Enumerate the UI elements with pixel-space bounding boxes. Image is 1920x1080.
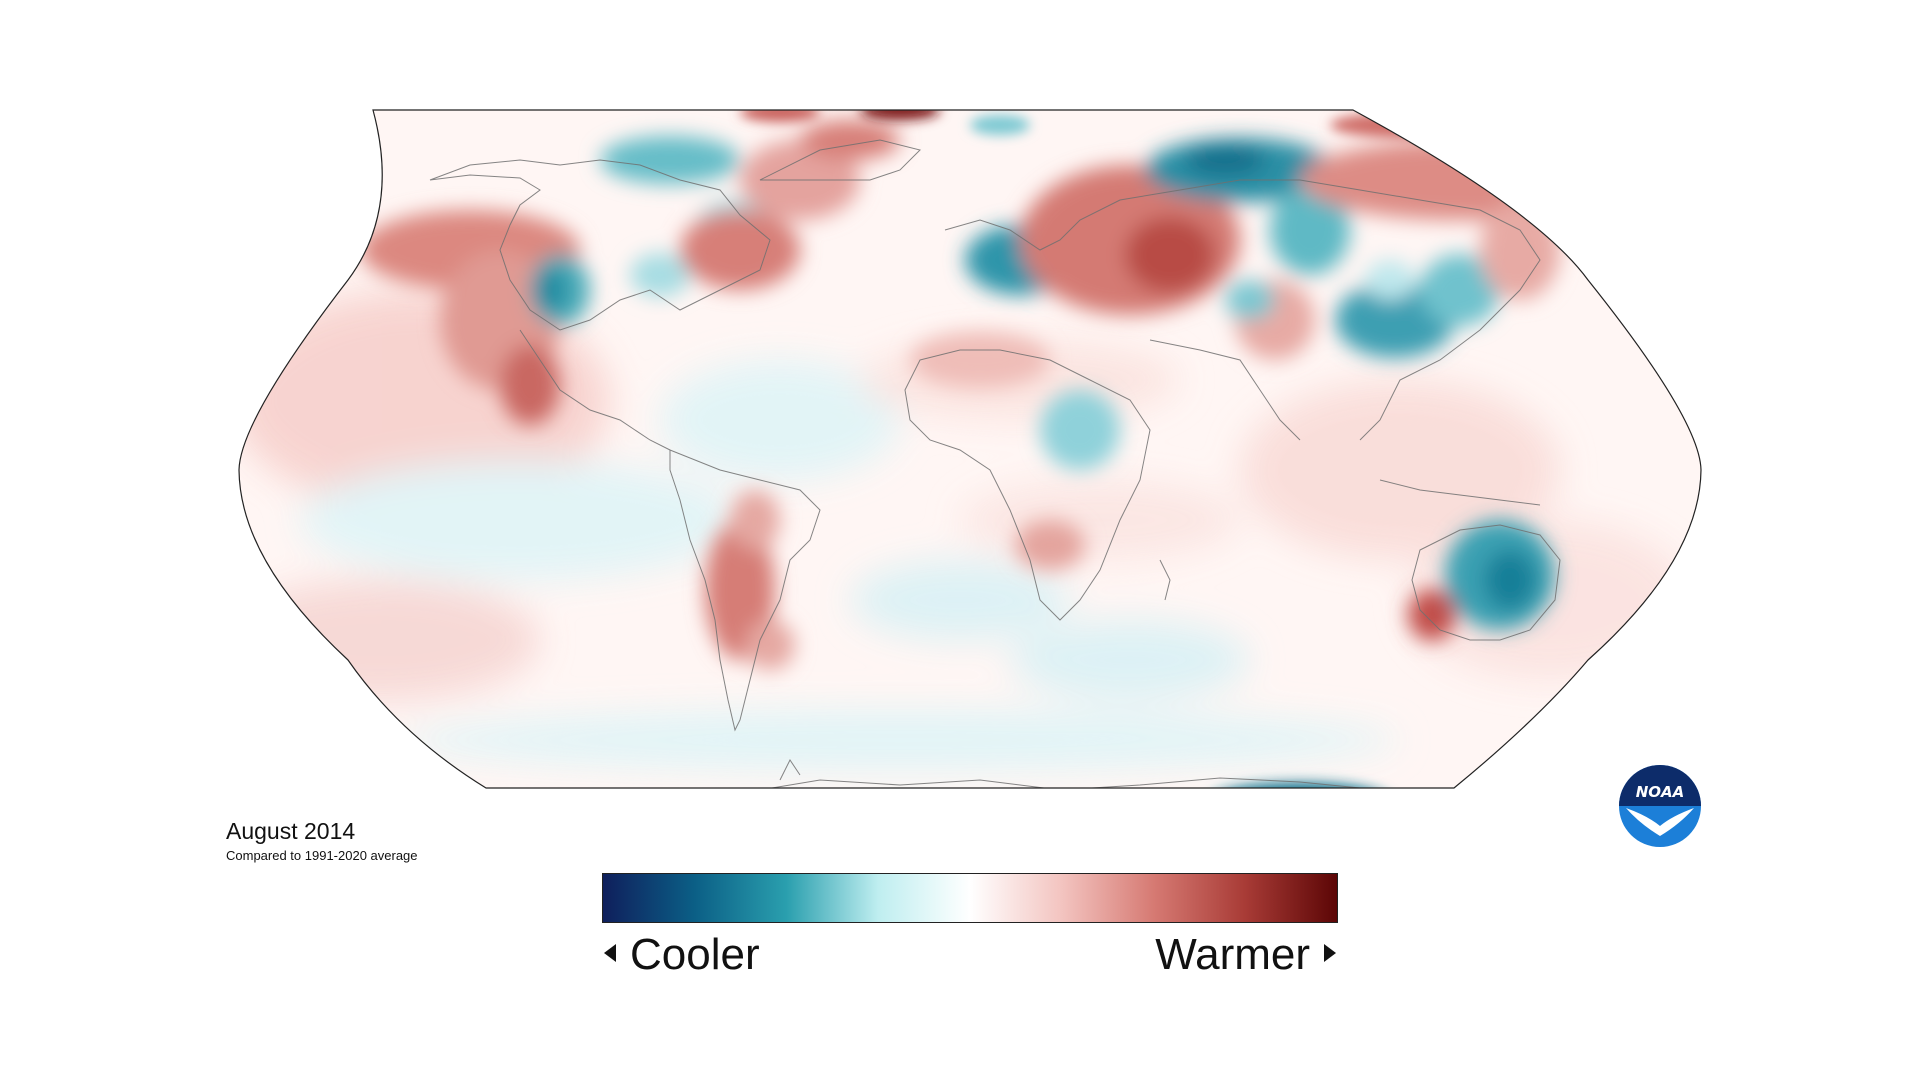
map-globe — [239, 110, 1701, 788]
legend-cooler-label: Cooler — [630, 930, 760, 979]
color-legend-bar — [602, 873, 1338, 923]
legend-warmer-label: Warmer — [1155, 930, 1310, 979]
noaa-logo: NOAA — [1619, 765, 1701, 847]
map-baseline-subtitle: Compared to 1991-2020 average — [226, 848, 418, 863]
anomaly-blobs — [360, 120, 1620, 670]
noaa-logo-text: NOAA — [1636, 783, 1685, 801]
map-date-title: August 2014 — [226, 818, 356, 844]
globe-outline — [238, 109, 1702, 789]
legend-cooler: Cooler — [604, 930, 760, 980]
legend-warmer: Warmer — [1155, 930, 1336, 980]
arrow-left-icon — [604, 944, 616, 963]
arrow-right-icon — [1324, 944, 1336, 963]
